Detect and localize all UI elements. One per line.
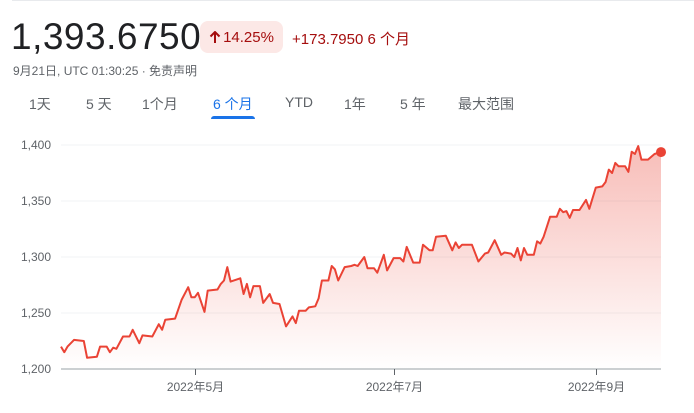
tab-max[interactable]: 最大范围 [458,96,514,112]
arrow-up-icon [209,30,221,43]
x-tick-label: 2022年5月 [167,380,224,394]
x-tick-label: 2022年9月 [568,380,625,394]
tab-6-months[interactable]: 6 个月 [211,96,255,119]
tab-5-years[interactable]: 5 年 [400,96,426,112]
change-percent-badge: 14.25% [200,21,283,53]
tab-1-year[interactable]: 1年 [344,96,366,112]
y-tick-label: 1,300 [21,250,51,264]
price-line [60,145,662,359]
price-area-fill [61,146,661,369]
x-tick-label: 2022年7月 [366,380,423,394]
current-price: 1,393.6750 [11,16,202,57]
tab-1-month[interactable]: 1个月 [142,96,178,112]
y-tick-label: 1,350 [21,194,51,208]
change-percent: 14.25% [223,28,274,46]
current-price-dot [656,147,666,158]
tab-1-day[interactable]: 1天 [29,96,51,112]
y-tick-label: 1,250 [21,306,51,320]
top-divider [12,0,694,1]
y-tick-label: 1,200 [21,362,51,376]
tab-ytd[interactable]: YTD [285,94,313,110]
timestamp-disclaimer: 9月21日, UTC 01:30:25 · 免责声明 [13,64,198,78]
tab-5-days[interactable]: 5 天 [86,96,112,112]
change-absolute: +173.7950 6 个月 [292,31,411,48]
y-tick-label: 1,400 [21,138,51,152]
